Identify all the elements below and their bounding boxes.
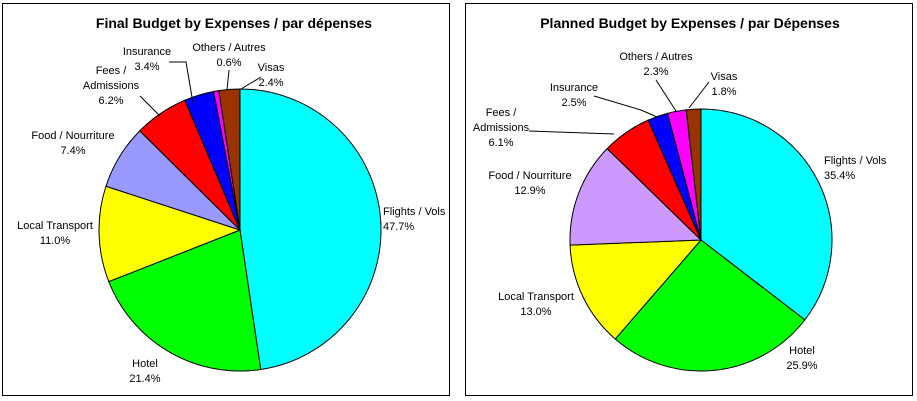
slice-category-label-food-nourriture: Food / Nourriture	[488, 170, 571, 182]
slice-category-label-hotel: Hotel	[789, 345, 815, 357]
slice-category-label-fees-admissions: Fees /	[486, 107, 518, 119]
slice-value-label-flights-vols: 35.4%	[824, 170, 855, 182]
slice-category-label-local-transport: Local Transport	[17, 220, 93, 232]
pie-slice-flights-vols	[239, 88, 382, 371]
slice-category-label-insurance: Insurance	[123, 46, 171, 58]
slice-value-label-local-transport: 13.0%	[520, 306, 551, 318]
leader-line-insurance	[593, 95, 658, 118]
slice-category-label-flights-vols: Flights / Vols	[383, 206, 446, 218]
pie-slice-hotel	[108, 229, 262, 372]
slice-category-label-others-autres: Others / Autres	[619, 51, 693, 63]
slice-category-label-hotel: Hotel	[132, 358, 158, 370]
slice-value-label-insurance: 2.5%	[561, 97, 586, 109]
slice-category-label-fees-admissions: Admissions	[473, 122, 530, 134]
pie-slice-local-transport	[98, 185, 242, 283]
slice-category-label-fees-admissions: Admissions	[83, 80, 140, 92]
leader-line-visas	[240, 76, 262, 90]
leader-line-fees-admissions	[528, 130, 615, 135]
pie-slice-food-nourriture	[569, 147, 703, 246]
slice-category-label-visas: Visas	[258, 62, 285, 74]
slice-value-label-visas: 1.8%	[711, 86, 736, 98]
pie-slice-visas	[218, 88, 241, 231]
slice-category-label-food-nourriture: Food / Nourriture	[31, 130, 114, 142]
slice-category-label-local-transport: Local Transport	[498, 291, 574, 303]
slice-value-label-food-nourriture: 12.9%	[514, 185, 545, 197]
leader-line-others-autres	[655, 79, 677, 112]
slice-category-label-insurance: Insurance	[550, 82, 598, 94]
planned-budget-chart-panel: Planned Budget by Expenses / par Dépense…	[465, 3, 913, 396]
leader-line-visas	[688, 81, 710, 109]
chart-title: Final Budget by Expenses / par dépenses	[96, 15, 372, 31]
slice-category-label-visas: Visas	[711, 71, 738, 83]
final-budget-chart-panel: Final Budget by Expenses / par dépenses …	[2, 3, 450, 396]
slice-value-label-others-autres: 2.3%	[643, 66, 668, 78]
slice-category-label-others-autres: Others / Autres	[192, 42, 266, 54]
slice-value-label-flights-vols: 47.7%	[383, 221, 414, 233]
slice-category-label-fees-admissions: Fees /	[96, 65, 128, 77]
pie-slice-visas	[685, 108, 702, 241]
slice-value-label-others-autres: 0.6%	[216, 57, 241, 69]
slice-value-label-local-transport: 11.0%	[40, 235, 71, 247]
pie-slice-local-transport	[569, 239, 703, 340]
leader-line-fees-admissions	[139, 95, 161, 117]
slice-category-label-flights-vols: Flights / Vols	[824, 155, 887, 167]
slice-value-label-visas: 2.4%	[258, 77, 283, 89]
slice-value-label-hotel: 21.4%	[129, 373, 160, 385]
chart-title: Planned Budget by Expenses / par Dépense…	[540, 15, 840, 31]
planned-budget-pie-chart: Planned Budget by Expenses / par Dépense…	[473, 15, 887, 372]
pie-slice-flights-vols	[700, 108, 833, 321]
slice-value-label-food-nourriture: 7.4%	[60, 145, 85, 157]
final-budget-pie-chart: Final Budget by Expenses / par dépenses …	[17, 15, 446, 385]
leader-line-insurance	[169, 61, 194, 104]
slice-value-label-fees-admissions: 6.2%	[98, 95, 123, 107]
slice-value-label-hotel: 25.9%	[786, 360, 817, 372]
pie-slice-hotel	[614, 239, 806, 372]
slice-value-label-insurance: 3.4%	[134, 61, 159, 73]
leader-line-others-autres	[226, 69, 230, 91]
slice-value-label-fees-admissions: 6.1%	[488, 137, 513, 149]
